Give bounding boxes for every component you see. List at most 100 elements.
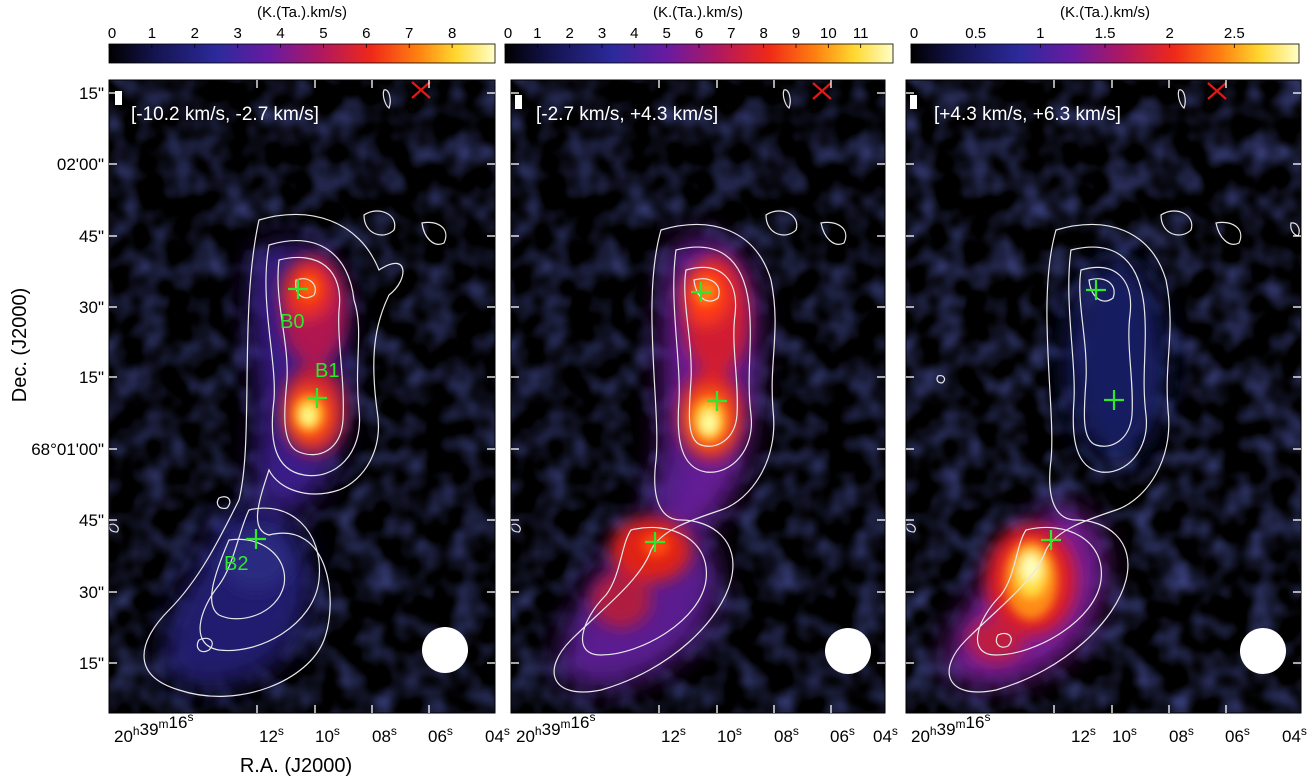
source-marker-b1 <box>707 391 727 411</box>
colorbar-tick-label: 1 <box>533 25 541 42</box>
colorbar-tick-label: 1 <box>1036 25 1044 42</box>
x-tick-part: s <box>334 724 340 738</box>
x-tick-part: 06 <box>428 727 447 746</box>
colorbar-tick-label: 2 <box>1165 25 1173 42</box>
source-marker-b2 <box>1041 530 1061 550</box>
x-tick-part: s <box>892 724 898 738</box>
beam-ellipse <box>1240 628 1286 674</box>
x-tick-part: 12 <box>1071 727 1090 746</box>
colorbar-tick-label: 7 <box>727 25 735 42</box>
x-tick-part: s <box>849 724 855 738</box>
x-tick-part: 20 <box>114 727 133 746</box>
y-tick-label: 30" <box>79 583 104 602</box>
x-tick-part: s <box>187 710 193 724</box>
colorbar-tick-label: 1.5 <box>1095 25 1116 42</box>
y-tick-label: 68°01'00" <box>31 440 104 459</box>
colorbar-3: (K.(Ta.).km/s) 0 0.5 1 1.5 2 2.5 <box>910 4 1300 64</box>
x-tick-part: h <box>133 724 140 738</box>
x-tick-part: 08 <box>774 727 793 746</box>
source-marker-b2 <box>246 529 266 549</box>
colorbar-tick-label: 11 <box>853 25 869 42</box>
x-tick-label: 20h39m16s <box>516 710 595 746</box>
x-tick-part: m <box>561 717 571 731</box>
source-label-b2: B2 <box>224 553 248 575</box>
y-tick-label: 15" <box>79 368 104 387</box>
colorbar-gradient <box>108 43 496 64</box>
x-tick-label: 08s <box>774 724 799 746</box>
beam-marker <box>515 95 522 109</box>
colorbar-1: (K.(Ta.).km/s) 0 1 2 3 4 5 6 7 8 <box>108 4 496 64</box>
x-tick-part: s <box>1301 724 1307 738</box>
panel-3: [+4.3 km/s, +6.3 km/s] <box>905 79 1302 714</box>
ylabel: Dec. (J2000) <box>9 288 31 403</box>
xlabel: R.A. (J2000) <box>240 755 352 777</box>
x-tick-part: 06 <box>1225 727 1244 746</box>
x-tick-part: 20 <box>911 727 930 746</box>
x-tick-part: s <box>1131 724 1137 738</box>
velocity-range-label: [-10.2 km/s, -2.7 km/s] <box>131 104 319 125</box>
x-tick-part: 08 <box>1169 727 1188 746</box>
colorbar-tick-label: 9 <box>792 25 800 42</box>
y-tick-labels: 15" 02'00" 45" 30" 15" 68°01'00" 45" 30" 15" <box>31 84 104 673</box>
colorbar-label: (K.(Ta.).km/s) <box>257 4 347 21</box>
beam-marker <box>115 91 122 105</box>
colorbar-tick-label: 2.5 <box>1224 25 1245 42</box>
x-tick-part: s <box>1244 724 1250 738</box>
x-tick-part: 39 <box>542 720 561 739</box>
x-tick-part: 10 <box>315 727 334 746</box>
x-tick-part: s <box>589 710 595 724</box>
y-tick-label: 30" <box>79 298 104 317</box>
x-tick-part: 04 <box>485 727 504 746</box>
source-marker-b1 <box>307 388 327 408</box>
source-marker-b0 <box>691 282 711 302</box>
beam-marker <box>910 95 917 109</box>
x-tick-part: 10 <box>717 727 736 746</box>
x-tick-label: 20h39m16s <box>114 710 193 746</box>
x-tick-part: s <box>391 724 397 738</box>
colorbar-tick-label: 4 <box>630 25 638 42</box>
x-tick-part: s <box>984 710 990 724</box>
x-tick-label: 08s <box>372 724 397 746</box>
x-tick-part: m <box>159 717 169 731</box>
colorbar-label: (K.(Ta.).km/s) <box>1060 4 1150 21</box>
colorbar-tick-label: 6 <box>362 25 370 42</box>
x-tick-part: 08 <box>372 727 391 746</box>
colorbar-tick-label: 0 <box>910 25 918 42</box>
x-tick-label: 04s <box>873 724 898 746</box>
x-tick-label: 10s <box>717 724 742 746</box>
colorbar-tick-label: 10 <box>820 25 837 42</box>
colorbar-tick-label: 0 <box>108 25 116 42</box>
x-tick-label: 06s <box>830 724 855 746</box>
colorbar-tick-label: 8 <box>448 25 456 42</box>
contours <box>511 89 847 693</box>
colorbar-tick-label: 1 <box>148 25 156 42</box>
y-tick-label: 45" <box>79 511 104 530</box>
colorbar-tick-label: 3 <box>233 25 241 42</box>
x-tick-label: 10s <box>315 724 340 746</box>
x-tick-part: s <box>1188 724 1194 738</box>
colorbar-tick-label: 7 <box>405 25 413 42</box>
x-tick-part: s <box>680 724 686 738</box>
x-tick-part: 06 <box>830 727 849 746</box>
x-tick-part: m <box>956 717 966 731</box>
contours <box>906 89 1300 693</box>
x-tick-part: s <box>793 724 799 738</box>
y-tick-label: 02'00" <box>57 155 104 174</box>
colorbar-tick-label: 5 <box>319 25 327 42</box>
y-tick-label: 15" <box>79 654 104 673</box>
x-tick-part: h <box>535 724 542 738</box>
colorbar-label: (K.(Ta.).km/s) <box>653 4 743 21</box>
beam-ellipse <box>825 628 871 674</box>
x-tick-part: 04 <box>1282 727 1301 746</box>
x-tick-part: 16 <box>966 713 985 732</box>
x-tick-part: s <box>278 724 284 738</box>
colorbar-tick-label: 4 <box>276 25 284 42</box>
beam-ellipse <box>422 627 468 673</box>
panel-1: [-10.2 km/s, -2.7 km/s] B0 B1 B2 <box>108 79 496 714</box>
x-tick-label: 12s <box>259 724 284 746</box>
colorbar-tick-label: 6 <box>695 25 703 42</box>
source-marker-b0 <box>288 279 308 299</box>
x-tick-label: 06s <box>428 724 453 746</box>
